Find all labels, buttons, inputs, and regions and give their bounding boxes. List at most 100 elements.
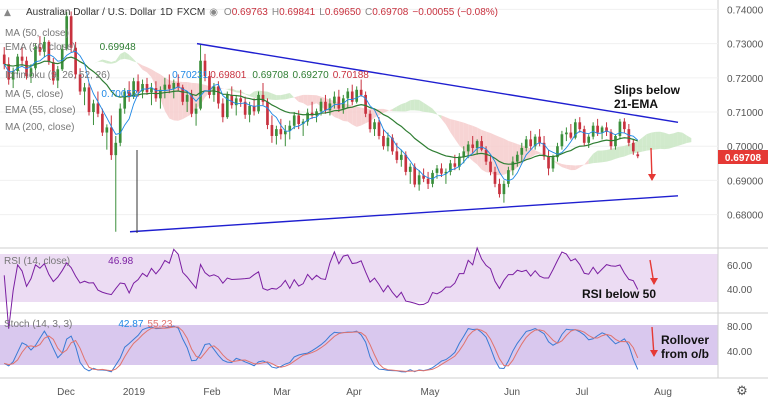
candle-body bbox=[252, 105, 256, 112]
time-tick-label: May bbox=[421, 387, 440, 398]
cloud-segment bbox=[249, 91, 255, 98]
candle-body bbox=[578, 122, 582, 130]
candle-body bbox=[368, 113, 372, 130]
cloud-segment bbox=[423, 102, 429, 113]
candle-body bbox=[547, 156, 550, 169]
cloud-segment bbox=[294, 96, 299, 102]
candle-body bbox=[301, 121, 305, 124]
candle-body bbox=[435, 168, 439, 173]
candle-body bbox=[105, 127, 109, 133]
ma5-value: 0.70052 bbox=[101, 89, 138, 100]
time-tick-label: Dec bbox=[57, 387, 75, 398]
cloud-segment bbox=[454, 120, 460, 146]
cloud-segment bbox=[419, 99, 424, 112]
candle-body bbox=[605, 127, 608, 132]
candle-body bbox=[185, 94, 189, 102]
candle-body bbox=[328, 103, 332, 111]
cloud-segment bbox=[280, 94, 286, 100]
visibility-icon: ◉ bbox=[209, 7, 218, 18]
candle-body bbox=[132, 81, 135, 97]
cloud-segment bbox=[222, 88, 228, 90]
candle-body bbox=[65, 16, 69, 49]
candle-body bbox=[431, 172, 434, 184]
candle-body bbox=[529, 139, 533, 147]
candle-body bbox=[114, 142, 118, 156]
cloud-segment bbox=[142, 65, 147, 73]
cloud-segment bbox=[495, 135, 500, 176]
cloud-segment bbox=[557, 162, 562, 168]
cloud-segment bbox=[637, 137, 643, 153]
candle-body bbox=[150, 88, 153, 93]
cloud-segment bbox=[441, 115, 446, 125]
cloud-segment bbox=[677, 131, 683, 146]
cloud-segment bbox=[584, 159, 589, 165]
cloud-segment bbox=[575, 165, 580, 170]
stoch-d-value: 55.23 bbox=[147, 319, 172, 330]
ma50-label: MA (50, close) bbox=[5, 28, 69, 39]
cloud-segment bbox=[303, 94, 308, 106]
collapse-chevron-icon[interactable]: ▲ bbox=[4, 8, 11, 18]
ichimoku-label: Ichimoku (9, 26, 52, 26) bbox=[5, 70, 110, 81]
candle-body bbox=[109, 127, 113, 156]
candle-body bbox=[199, 60, 202, 109]
candle-body bbox=[489, 161, 492, 172]
price-tick-label: 0.71000 bbox=[727, 108, 764, 119]
arrows bbox=[648, 147, 658, 357]
cloud-segment bbox=[682, 132, 687, 145]
cloud-segment bbox=[664, 132, 669, 150]
candle-body bbox=[502, 183, 506, 195]
cloud-segment bbox=[151, 69, 156, 87]
time-axis: Dec 2019 Feb Mar Apr May Jun Jul Aug bbox=[57, 387, 672, 398]
cloud-segment bbox=[450, 119, 455, 140]
candle-body bbox=[208, 76, 211, 95]
cloud-segment bbox=[526, 146, 531, 161]
upper-trendline[interactable] bbox=[196, 42, 679, 123]
candle-body bbox=[141, 83, 144, 92]
cloud-segment bbox=[307, 94, 313, 106]
candle-body bbox=[520, 147, 524, 155]
svg-text:RSI (14, close)46.98: RSI (14, close) 46.98 bbox=[4, 256, 134, 267]
arrow-head bbox=[650, 278, 658, 285]
rsi-value: 46.98 bbox=[108, 256, 133, 267]
cloud-segment bbox=[289, 93, 295, 99]
cloud-segment bbox=[271, 93, 277, 100]
candle-body bbox=[203, 60, 207, 77]
candle-body bbox=[38, 47, 42, 52]
candle-body bbox=[217, 86, 220, 104]
svg-text:EMA (50, close)0.69948: EMA (50, close) 0.69948 bbox=[5, 42, 136, 53]
cloud-segment bbox=[236, 90, 241, 93]
time-tick-label: Mar bbox=[273, 387, 291, 398]
candle-body bbox=[377, 122, 381, 136]
candle-body bbox=[556, 146, 559, 158]
cloud-segment bbox=[570, 165, 576, 171]
annotation-21-ema: 21-EMA bbox=[614, 97, 658, 111]
cloud-segment bbox=[561, 164, 567, 169]
candle-body bbox=[261, 94, 265, 102]
lower-trendline[interactable] bbox=[129, 195, 679, 233]
candle-body bbox=[609, 131, 613, 147]
settings-gear-icon[interactable]: ⚙ bbox=[736, 384, 748, 399]
time-tick-label: Aug bbox=[654, 387, 672, 398]
cloud-segment bbox=[597, 150, 603, 163]
cloud-segment bbox=[102, 59, 107, 64]
candle-body bbox=[462, 151, 466, 157]
candle-body bbox=[631, 142, 635, 152]
candle-body bbox=[614, 135, 617, 147]
cloud-segment bbox=[115, 53, 121, 63]
candle-body bbox=[136, 81, 140, 92]
candle-body bbox=[399, 154, 403, 160]
cloud-segment bbox=[379, 108, 384, 116]
stoch-lines bbox=[3, 325, 639, 373]
cloud-segment bbox=[615, 146, 620, 159]
symbol-name: Australian Dollar / U.S. Dollar bbox=[26, 7, 157, 18]
last-price-badge bbox=[718, 150, 768, 164]
cloud-segment bbox=[111, 60, 116, 64]
cloud-segment bbox=[530, 148, 536, 158]
candle-body bbox=[43, 41, 46, 52]
candle-body bbox=[92, 103, 95, 113]
stoch-tick-40: 40.00 bbox=[727, 347, 752, 358]
cloud-segment bbox=[566, 164, 571, 171]
candle-body bbox=[507, 170, 510, 184]
cloud-segment bbox=[285, 93, 290, 100]
rsi-tick-40: 40.00 bbox=[727, 285, 752, 296]
